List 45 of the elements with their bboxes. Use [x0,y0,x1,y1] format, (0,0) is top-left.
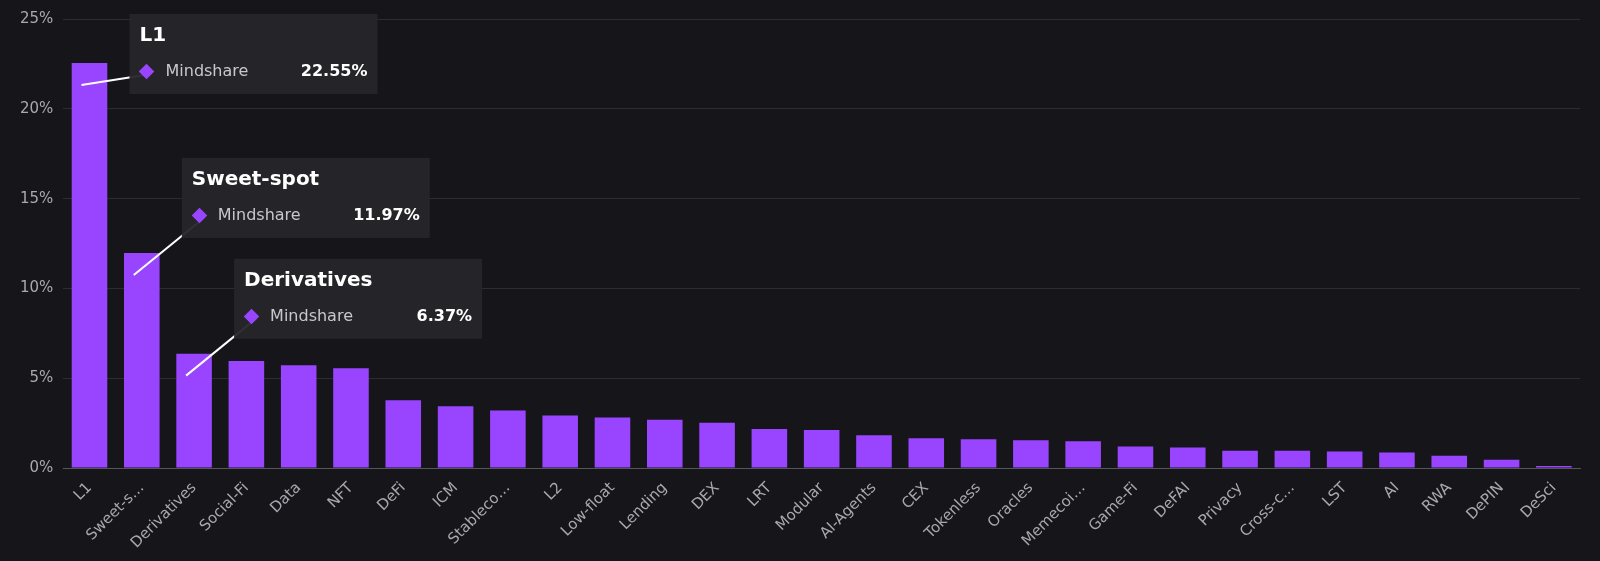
bar [437,406,474,468]
annotation: Mindshare [270,305,353,325]
x-tick-label: AI [1379,478,1403,502]
bar [1013,440,1049,468]
annotation: 6.37% [416,305,473,325]
bar [1431,455,1468,468]
bar [1222,450,1258,468]
y-tick-label: 15% [20,188,54,207]
annotation: Derivatives [244,266,373,291]
bar [856,435,892,468]
bar [176,353,212,468]
annotation: Mindshare [165,61,249,81]
bar [751,428,788,468]
annotation: Mindshare [217,205,301,225]
bar [960,439,997,468]
bar [646,419,683,468]
bar [228,361,265,468]
x-tick-label: L2 [540,478,566,504]
bar [1326,451,1363,468]
bar [803,429,840,468]
y-tick-label: 20% [20,98,54,117]
bar [699,422,735,468]
bar [490,410,526,468]
annotation: 22.55% [300,61,368,81]
bar [385,400,422,468]
bar [124,253,160,468]
y-tick-label: 25% [20,8,54,27]
bar [594,417,631,468]
y-tick-label: 5% [29,368,54,387]
bar [1379,452,1415,468]
y-tick-label: 0% [29,457,54,476]
bar [1274,450,1311,468]
y-tick-label: 10% [20,278,54,297]
bar [1117,446,1154,468]
annotation: Sweet-spot [191,166,320,191]
bar [71,63,108,468]
bar [542,415,578,468]
bar [280,365,317,468]
bar [1065,441,1101,468]
bar [908,438,945,468]
annotation: L1 [139,22,167,47]
bar [1483,459,1520,468]
bar [333,368,369,468]
annotation: 11.97% [353,205,420,225]
bar [1169,447,1206,468]
